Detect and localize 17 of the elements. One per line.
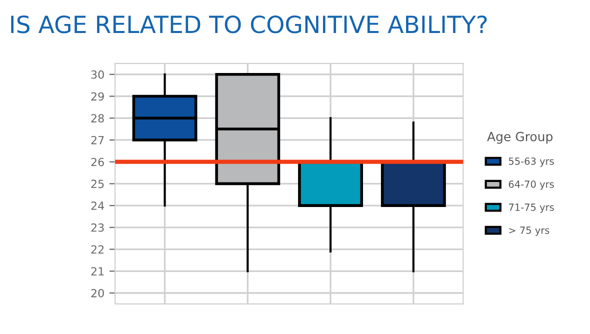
y-tick-label: 23 [91,223,104,232]
legend-label: > 75 yrs [509,226,550,236]
legend-label: 71-75 yrs [508,204,554,213]
y-tick-label: 24 [91,202,104,210]
y-tick-label: 28 [91,114,104,122]
y-tick-label: 25 [91,180,104,188]
chart-title: IS AGE RELATED TO COGNITIVE ABILITY? [11,15,487,34]
y-tick-label: 27 [91,136,104,144]
y-tick-label: 26 [91,158,104,166]
legend-label: 64-70 yrs [508,180,554,190]
y-tick-label: 22 [91,245,104,254]
legend-title: Age Group [487,132,552,144]
legend-label: 55-63 yrs [508,157,554,167]
y-tick-label: 20 [91,288,104,298]
y-tick-label: 21 [91,267,104,276]
y-tick-label: 30 [91,70,104,79]
y-tick-label: 29 [91,92,104,101]
